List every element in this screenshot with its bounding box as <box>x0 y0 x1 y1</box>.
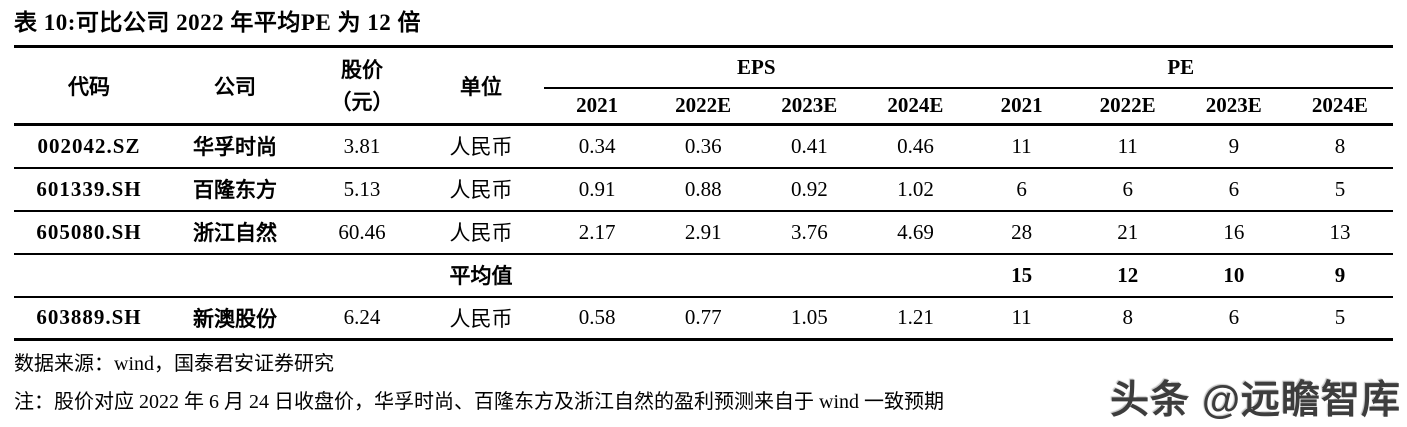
cell-eps-empty <box>862 253 969 298</box>
table-row-company-1: 002042.SZ 华孚时尚 3.81 人民币 0.34 0.36 0.41 0… <box>14 124 1393 169</box>
table-row-subject-company: 603889.SH 新澳股份 6.24 人民币 0.58 0.77 1.05 1… <box>14 296 1393 341</box>
cell-eps-2024e: 1.02 <box>862 167 969 212</box>
cell-pe-2021: 6 <box>968 167 1075 212</box>
cell-pe-2024e: 5 <box>1286 167 1393 212</box>
cell-company: 新澳股份 <box>164 296 306 341</box>
cell-pe-2021: 11 <box>968 296 1075 341</box>
cell-company-empty <box>164 253 306 298</box>
cell-pe-2023e: 6 <box>1180 296 1287 341</box>
cell-eps-2021: 2.17 <box>544 210 651 255</box>
year-header-pe-2023e: 2023E <box>1180 87 1287 126</box>
cell-price: 3.81 <box>306 124 418 169</box>
cell-eps-empty <box>544 253 651 298</box>
year-header-eps-2022e: 2022E <box>650 87 757 126</box>
cell-price: 5.13 <box>306 167 418 212</box>
header-group-row: 代码 公司 股价 （元） 单位 EPS PE <box>14 46 1393 126</box>
cell-pe-2023e: 6 <box>1180 167 1287 212</box>
table-row-company-3: 605080.SH 浙江自然 60.46 人民币 2.17 2.91 3.76 … <box>14 210 1393 255</box>
note-line: 注：股价对应 2022 年 6 月 24 日收盘价，华孚时尚、百隆东方及浙江自然… <box>14 391 944 413</box>
col-group-eps: EPS <box>544 46 969 89</box>
cell-eps-2022e: 0.77 <box>650 296 757 341</box>
cell-eps-2023e: 0.92 <box>756 167 863 212</box>
year-header-eps-2021: 2021 <box>544 87 651 126</box>
cell-eps-empty <box>650 253 757 298</box>
col-header-company: 公司 <box>164 46 306 126</box>
cell-eps-2024e: 4.69 <box>862 210 969 255</box>
year-header-pe-2024e: 2024E <box>1286 87 1393 126</box>
cell-eps-2021: 0.58 <box>544 296 651 341</box>
table-title: 表 10:可比公司 2022 年平均PE 为 12 倍 <box>14 10 422 35</box>
cell-price: 60.46 <box>306 210 418 255</box>
cell-code: 603889.SH <box>14 296 164 341</box>
cell-pe-2023e: 16 <box>1180 210 1287 255</box>
cell-eps-2023e: 3.76 <box>756 210 863 255</box>
data-source-line: 数据来源：wind，国泰君安证券研究 <box>14 353 334 375</box>
cell-pe-2022e: 21 <box>1074 210 1181 255</box>
col-header-price: 股价 （元） <box>306 46 418 126</box>
cell-company: 百隆东方 <box>164 167 306 212</box>
cell-avg-pe-2024e: 9 <box>1286 253 1393 298</box>
cell-pe-2022e: 11 <box>1074 124 1181 169</box>
table-row-company-2: 601339.SH 百隆东方 5.13 人民币 0.91 0.88 0.92 1… <box>14 167 1393 212</box>
header-year-row: 2021 2022E 2023E 2024E 2021 2022E 2023E … <box>14 87 1393 126</box>
cell-company: 华孚时尚 <box>164 124 306 169</box>
cell-code: 601339.SH <box>14 167 164 212</box>
cell-eps-2022e: 0.36 <box>650 124 757 169</box>
cell-pe-2023e: 9 <box>1180 124 1287 169</box>
cell-eps-empty <box>756 253 863 298</box>
cell-eps-2021: 0.91 <box>544 167 651 212</box>
cell-pe-2022e: 6 <box>1074 167 1181 212</box>
cell-pe-2022e: 8 <box>1074 296 1181 341</box>
cell-eps-2023e: 0.41 <box>756 124 863 169</box>
col-header-price-line1: 股价 <box>341 57 383 82</box>
year-header-eps-2023e: 2023E <box>756 87 863 126</box>
cell-company: 浙江自然 <box>164 210 306 255</box>
toutiao-watermark: 头条 @远瞻智库 <box>1110 379 1401 422</box>
col-header-code: 代码 <box>14 46 164 126</box>
comparable-companies-table: 代码 公司 股价 （元） 单位 EPS PE 2021 2022E 2023E … <box>14 45 1393 341</box>
cell-pe-2021: 11 <box>968 124 1075 169</box>
cell-pe-2024e: 5 <box>1286 296 1393 341</box>
table-row-average: 平均值 15 12 10 9 <box>14 253 1393 298</box>
cell-price: 6.24 <box>306 296 418 341</box>
cell-code: 002042.SZ <box>14 124 164 169</box>
cell-unit: 人民币 <box>418 296 544 341</box>
cell-unit: 人民币 <box>418 124 544 169</box>
cell-unit: 人民币 <box>418 167 544 212</box>
cell-avg-pe-2023e: 10 <box>1180 253 1287 298</box>
year-header-eps-2024e: 2024E <box>862 87 969 126</box>
cell-avg-pe-2022e: 12 <box>1074 253 1181 298</box>
col-group-pe: PE <box>968 46 1393 89</box>
year-header-pe-2021: 2021 <box>968 87 1075 126</box>
col-header-unit: 单位 <box>418 46 544 126</box>
cell-code-empty <box>14 253 164 298</box>
year-header-pe-2022e: 2022E <box>1074 87 1181 126</box>
cell-eps-2022e: 2.91 <box>650 210 757 255</box>
cell-eps-2022e: 0.88 <box>650 167 757 212</box>
cell-price-empty <box>306 253 418 298</box>
cell-unit: 人民币 <box>418 210 544 255</box>
cell-eps-2024e: 0.46 <box>862 124 969 169</box>
cell-pe-2024e: 8 <box>1286 124 1393 169</box>
cell-pe-2021: 28 <box>968 210 1075 255</box>
cell-avg-pe-2021: 15 <box>968 253 1075 298</box>
cell-eps-2021: 0.34 <box>544 124 651 169</box>
average-label: 平均值 <box>418 253 544 298</box>
cell-code: 605080.SH <box>14 210 164 255</box>
cell-eps-2024e: 1.21 <box>862 296 969 341</box>
cell-eps-2023e: 1.05 <box>756 296 863 341</box>
cell-pe-2024e: 13 <box>1286 210 1393 255</box>
col-header-price-line2: （元） <box>330 89 394 114</box>
table-header: 代码 公司 股价 （元） 单位 EPS PE 2021 2022E 2023E … <box>14 46 1393 126</box>
